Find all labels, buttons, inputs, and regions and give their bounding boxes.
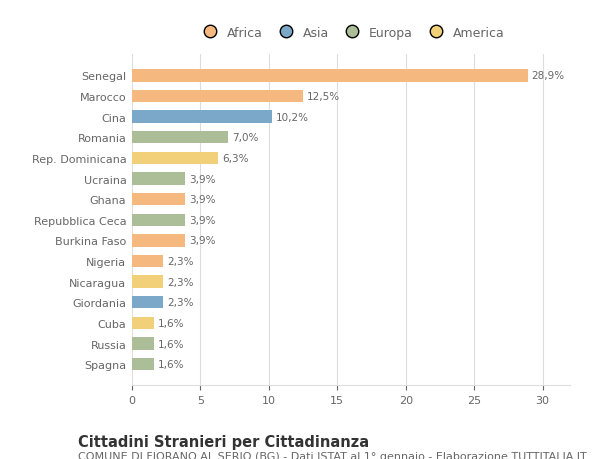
Text: 1,6%: 1,6% [158,339,185,349]
Text: 2,3%: 2,3% [167,277,194,287]
Bar [132,173,185,185]
Bar [132,276,163,288]
Bar [132,214,185,226]
Text: 6,3%: 6,3% [223,154,249,163]
Text: 3,9%: 3,9% [190,215,216,225]
Bar [132,317,154,330]
Text: 3,9%: 3,9% [190,195,216,205]
Text: 3,9%: 3,9% [190,236,216,246]
Bar [132,194,185,206]
Bar [132,132,228,144]
Bar [132,255,163,268]
Bar [132,235,185,247]
Text: 3,9%: 3,9% [190,174,216,184]
Bar [132,338,154,350]
Text: 10,2%: 10,2% [276,112,309,123]
Text: COMUNE DI FIORANO AL SERIO (BG) - Dati ISTAT al 1° gennaio - Elaborazione TUTTIT: COMUNE DI FIORANO AL SERIO (BG) - Dati I… [78,451,587,459]
Text: 7,0%: 7,0% [232,133,258,143]
Bar [132,358,154,370]
Text: Cittadini Stranieri per Cittadinanza: Cittadini Stranieri per Cittadinanza [78,434,369,449]
Text: 1,6%: 1,6% [158,318,185,328]
Bar [132,152,218,165]
Text: 2,3%: 2,3% [167,257,194,267]
Legend: Africa, Asia, Europa, America: Africa, Asia, Europa, America [192,22,510,45]
Bar [132,297,163,309]
Text: 28,9%: 28,9% [532,71,565,81]
Text: 2,3%: 2,3% [167,297,194,308]
Bar [132,91,303,103]
Bar [132,111,272,123]
Bar [132,70,527,83]
Text: 1,6%: 1,6% [158,359,185,369]
Text: 12,5%: 12,5% [307,92,340,102]
